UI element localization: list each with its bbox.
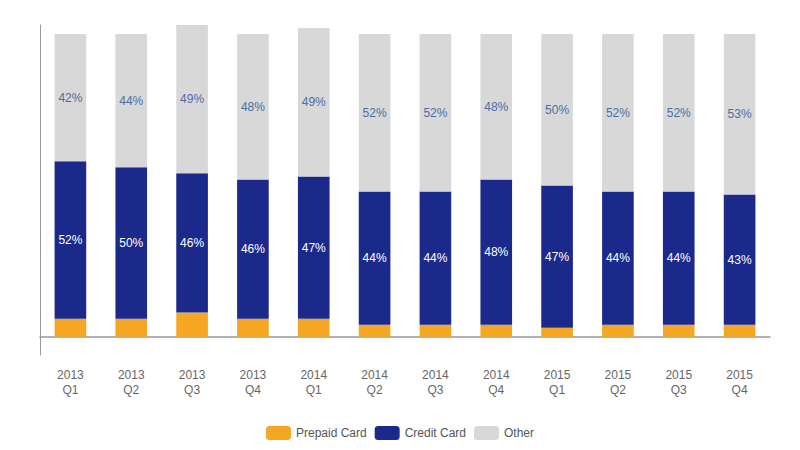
svg-text:Q1: Q1 bbox=[62, 383, 78, 397]
svg-text:Q4: Q4 bbox=[245, 383, 261, 397]
svg-text:52%: 52% bbox=[423, 106, 447, 120]
svg-text:53%: 53% bbox=[728, 107, 752, 121]
svg-text:46%: 46% bbox=[241, 242, 265, 256]
svg-text:52%: 52% bbox=[667, 106, 691, 120]
svg-text:44%: 44% bbox=[363, 251, 387, 265]
svg-text:Credit Card: Credit Card bbox=[405, 426, 466, 440]
svg-text:2013: 2013 bbox=[179, 368, 206, 382]
svg-text:2013: 2013 bbox=[57, 368, 84, 382]
svg-text:Q3: Q3 bbox=[671, 383, 687, 397]
svg-text:44%: 44% bbox=[606, 251, 630, 265]
svg-text:Q2: Q2 bbox=[123, 383, 139, 397]
svg-text:2014: 2014 bbox=[483, 368, 510, 382]
svg-text:2015: 2015 bbox=[605, 368, 632, 382]
svg-text:52%: 52% bbox=[58, 233, 82, 247]
svg-text:Q1: Q1 bbox=[549, 383, 565, 397]
svg-text:2014: 2014 bbox=[361, 368, 388, 382]
svg-text:Other: Other bbox=[504, 426, 534, 440]
svg-text:43%: 43% bbox=[728, 253, 752, 267]
svg-text:Q4: Q4 bbox=[488, 383, 504, 397]
svg-text:52%: 52% bbox=[606, 106, 630, 120]
svg-text:Q3: Q3 bbox=[184, 383, 200, 397]
svg-text:Prepaid Card: Prepaid Card bbox=[296, 426, 367, 440]
svg-text:2013: 2013 bbox=[240, 368, 267, 382]
svg-text:2015: 2015 bbox=[726, 368, 753, 382]
svg-text:49%: 49% bbox=[180, 92, 204, 106]
svg-text:48%: 48% bbox=[484, 100, 508, 114]
svg-text:44%: 44% bbox=[119, 94, 143, 108]
svg-text:52%: 52% bbox=[363, 106, 387, 120]
svg-text:48%: 48% bbox=[484, 245, 508, 259]
svg-text:46%: 46% bbox=[180, 236, 204, 250]
svg-text:47%: 47% bbox=[302, 241, 326, 255]
svg-text:2014: 2014 bbox=[300, 368, 327, 382]
svg-text:Q2: Q2 bbox=[367, 383, 383, 397]
svg-text:42%: 42% bbox=[58, 91, 82, 105]
svg-text:48%: 48% bbox=[241, 100, 265, 114]
svg-text:Q2: Q2 bbox=[610, 383, 626, 397]
svg-text:44%: 44% bbox=[423, 251, 447, 265]
svg-text:44%: 44% bbox=[667, 251, 691, 265]
svg-text:Q4: Q4 bbox=[732, 383, 748, 397]
svg-text:Q1: Q1 bbox=[306, 383, 322, 397]
svg-text:2015: 2015 bbox=[544, 368, 571, 382]
svg-text:50%: 50% bbox=[545, 103, 569, 117]
svg-text:2015: 2015 bbox=[665, 368, 692, 382]
svg-text:50%: 50% bbox=[119, 236, 143, 250]
svg-text:2014: 2014 bbox=[422, 368, 449, 382]
svg-text:2013: 2013 bbox=[118, 368, 145, 382]
svg-text:Q3: Q3 bbox=[427, 383, 443, 397]
svg-text:47%: 47% bbox=[545, 250, 569, 264]
svg-text:49%: 49% bbox=[302, 95, 326, 109]
